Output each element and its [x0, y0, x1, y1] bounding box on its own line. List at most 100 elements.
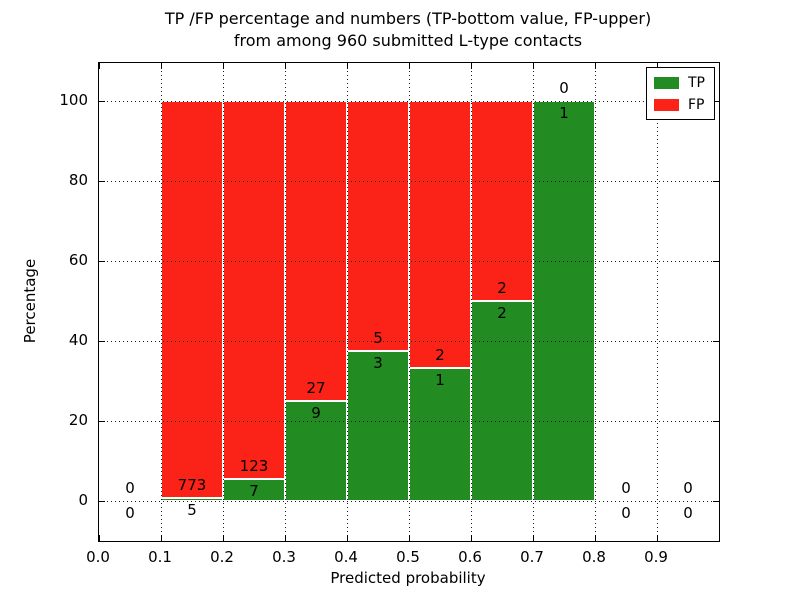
- x-tick-label: 0.8: [582, 548, 606, 566]
- y-tick-mark: [99, 341, 105, 342]
- v-gridline: [285, 63, 286, 541]
- tp-count-label: 7: [249, 482, 259, 501]
- tp-count-label: 2: [497, 304, 507, 322]
- tp-count-label: 3: [373, 354, 383, 372]
- y-tick-mark: [713, 501, 719, 502]
- x-tick-mark: [99, 535, 100, 541]
- fp-count-label: 2: [435, 345, 445, 364]
- tp-count-label: 5: [187, 501, 197, 520]
- y-tick-mark: [713, 341, 719, 342]
- fp-bar: [347, 101, 409, 351]
- tp-count-label: 0: [125, 504, 135, 522]
- x-tick-mark: [595, 535, 596, 541]
- tp-color-swatch: [654, 76, 679, 89]
- y-tick-mark: [99, 181, 105, 182]
- x-tick-label: 0.6: [458, 548, 482, 566]
- tp-bar: [471, 301, 533, 501]
- y-tick-mark: [713, 101, 719, 102]
- x-tick-mark: [347, 535, 348, 541]
- v-gridline: [223, 63, 224, 541]
- fp-bar: [161, 101, 223, 499]
- x-tick-label: 0.4: [334, 548, 358, 566]
- fp-count-label: 0: [125, 479, 135, 497]
- chart-title: TP /FP percentage and numbers (TP-bottom…: [98, 8, 718, 52]
- fp-color-swatch: [654, 98, 679, 111]
- x-tick-mark: [409, 535, 410, 541]
- x-tick-mark: [657, 63, 658, 69]
- y-tick-mark: [99, 501, 105, 502]
- x-tick-mark: [409, 63, 410, 69]
- x-tick-label: 0.1: [148, 548, 172, 566]
- x-tick-label: 0.9: [644, 548, 668, 566]
- y-tick-label: 0: [78, 491, 88, 509]
- x-tick-mark: [471, 535, 472, 541]
- fp-count-label: 773: [177, 476, 207, 495]
- x-tick-mark: [285, 63, 286, 69]
- x-tick-mark: [161, 63, 162, 69]
- x-tick-label: 0.2: [210, 548, 234, 566]
- v-gridline: [347, 63, 348, 541]
- legend-label-fp: FP: [688, 96, 705, 113]
- y-tick-mark: [99, 421, 105, 422]
- v-gridline: [409, 63, 410, 541]
- tp-bar: [409, 367, 471, 501]
- v-gridline: [533, 63, 534, 541]
- y-tick-mark: [99, 101, 105, 102]
- v-gridline: [471, 63, 472, 541]
- x-tick-label: 0.7: [520, 548, 544, 566]
- y-tick-mark: [713, 181, 719, 182]
- fp-count-label: 5: [373, 329, 383, 347]
- y-tick-label: 20: [68, 411, 88, 429]
- tp-bar: [285, 401, 347, 501]
- x-tick-label: 0.3: [272, 548, 296, 566]
- x-tick-mark: [285, 535, 286, 541]
- fp-count-label: 27: [306, 379, 326, 397]
- tp-count-label: 0: [621, 504, 631, 522]
- y-tick-mark: [99, 261, 105, 262]
- fp-bar: [471, 101, 533, 301]
- x-tick-mark: [471, 63, 472, 69]
- fp-count-label: 0: [559, 79, 569, 97]
- x-tick-mark: [161, 535, 162, 541]
- fp-bar: [223, 101, 285, 480]
- v-gridline: [657, 63, 658, 541]
- x-tick-label: 0.5: [396, 548, 420, 566]
- legend-item-fp: FP: [654, 95, 705, 114]
- plot-area: TP FP 0 0 773 5 123 7 27 9 5 3 2 1 2 2 0 1 0 0 0 0: [98, 62, 720, 542]
- tp-count-label: 1: [559, 104, 569, 122]
- legend: TP FP: [646, 67, 715, 120]
- x-axis-label: Predicted probability: [330, 569, 486, 587]
- tp-count-label: 1: [435, 370, 445, 389]
- fp-bar: [409, 101, 471, 368]
- y-tick-mark: [713, 421, 719, 422]
- y-axis-label: Percentage: [21, 258, 39, 344]
- tp-bar: [533, 101, 595, 501]
- x-tick-mark: [347, 63, 348, 69]
- tp-count-label: 0: [683, 504, 693, 522]
- x-tick-mark: [533, 535, 534, 541]
- x-tick-label: 0.0: [86, 548, 110, 566]
- y-tick-mark: [713, 261, 719, 262]
- x-tick-mark: [657, 535, 658, 541]
- fp-count-label: 123: [239, 457, 269, 476]
- tp-count-label: 9: [311, 404, 321, 422]
- legend-label-tp: TP: [688, 74, 705, 91]
- y-tick-label: 60: [68, 251, 88, 269]
- y-tick-label: 80: [68, 171, 88, 189]
- v-gridline: [595, 63, 596, 541]
- y-tick-label: 100: [59, 91, 88, 109]
- fp-count-label: 0: [683, 479, 693, 497]
- y-tick-label: 40: [68, 331, 88, 349]
- v-gridline: [161, 63, 162, 541]
- tp-bar: [347, 351, 409, 501]
- fp-count-label: 2: [497, 279, 507, 297]
- fp-count-label: 0: [621, 479, 631, 497]
- x-tick-mark: [533, 63, 534, 69]
- x-tick-mark: [223, 63, 224, 69]
- x-tick-mark: [595, 63, 596, 69]
- x-tick-mark: [99, 63, 100, 69]
- chart-title-line1: TP /FP percentage and numbers (TP-bottom…: [164, 9, 652, 28]
- chart-title-line2: from among 960 submitted L-type contacts: [233, 31, 583, 50]
- x-tick-mark: [223, 535, 224, 541]
